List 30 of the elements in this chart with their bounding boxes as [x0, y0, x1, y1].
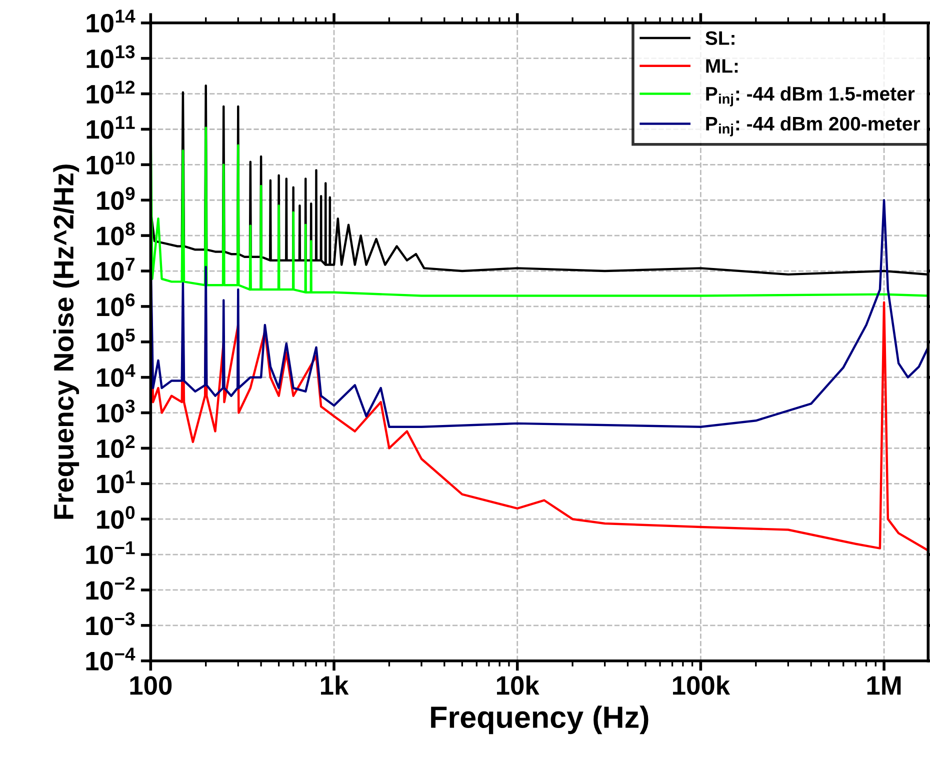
y-axis-title: Frequency Noise (Hz^2/Hz) — [53, 164, 80, 519]
y-tick-label: 10$^{4}$ — [97, 364, 136, 387]
legend-label: P$_{inj}$: -44 dBm 200-meter — [706, 116, 920, 136]
y-tick-label: 10$^{−3}$ — [86, 612, 135, 636]
legend-label: ML: — [706, 59, 738, 73]
y-tick-label: 10$^{0}$ — [97, 506, 135, 529]
y-tick-label: 10$^{2}$ — [97, 435, 135, 458]
x-tick-label: 1k — [320, 675, 349, 695]
y-tick-label: 10$^{8}$ — [97, 222, 135, 246]
x-tick-label: 100 — [130, 676, 172, 695]
y-tick-label: 10$^{12}$ — [86, 80, 135, 104]
x-tick-label: 100k — [673, 675, 730, 695]
y-tick-label: 10$^{−4}$ — [86, 648, 136, 670]
x-tick-label: 1M — [867, 676, 901, 695]
y-tick-label: 10$^{5}$ — [97, 328, 135, 352]
y-tick-label: 10$^{3}$ — [97, 400, 135, 423]
y-tick-label: 10$^{7}$ — [97, 258, 134, 281]
x-axis-title: Frequency (Hz) — [431, 706, 648, 734]
y-tick-label: 10$^{1}$ — [97, 470, 135, 494]
y-tick-label: 10$^{6}$ — [97, 293, 135, 316]
legend-label: SL: — [705, 31, 734, 45]
y-tick-label: 10$^{−1}$ — [86, 541, 135, 564]
y-tick-label: 10$^{11}$ — [86, 116, 135, 139]
y-tick-label: 10$^{13}$ — [86, 45, 135, 68]
y-tick-label: 10$^{14}$ — [86, 10, 136, 33]
y-tick-label: 10$^{−2}$ — [86, 576, 135, 600]
legend-label: P$_{inj}$: -44 dBm 1.5-meter — [706, 86, 915, 106]
x-tick-label: 10k — [497, 675, 540, 695]
y-tick-label: 10$^{9}$ — [97, 186, 135, 210]
y-tick-label: 10$^{10}$ — [86, 152, 135, 174]
